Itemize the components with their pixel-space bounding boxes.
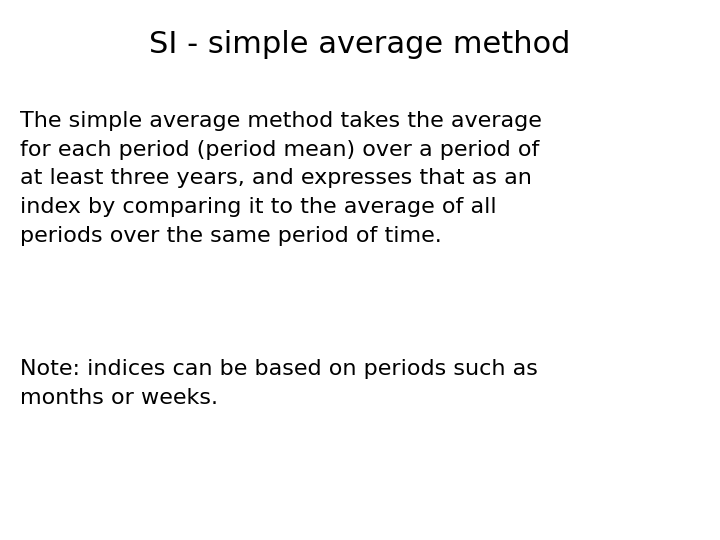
Text: SI - simple average method: SI - simple average method (149, 30, 571, 59)
Text: Note: indices can be based on periods such as
months or weeks.: Note: indices can be based on periods su… (20, 359, 538, 408)
Text: The simple average method takes the average
for each period (period mean) over a: The simple average method takes the aver… (20, 111, 542, 246)
